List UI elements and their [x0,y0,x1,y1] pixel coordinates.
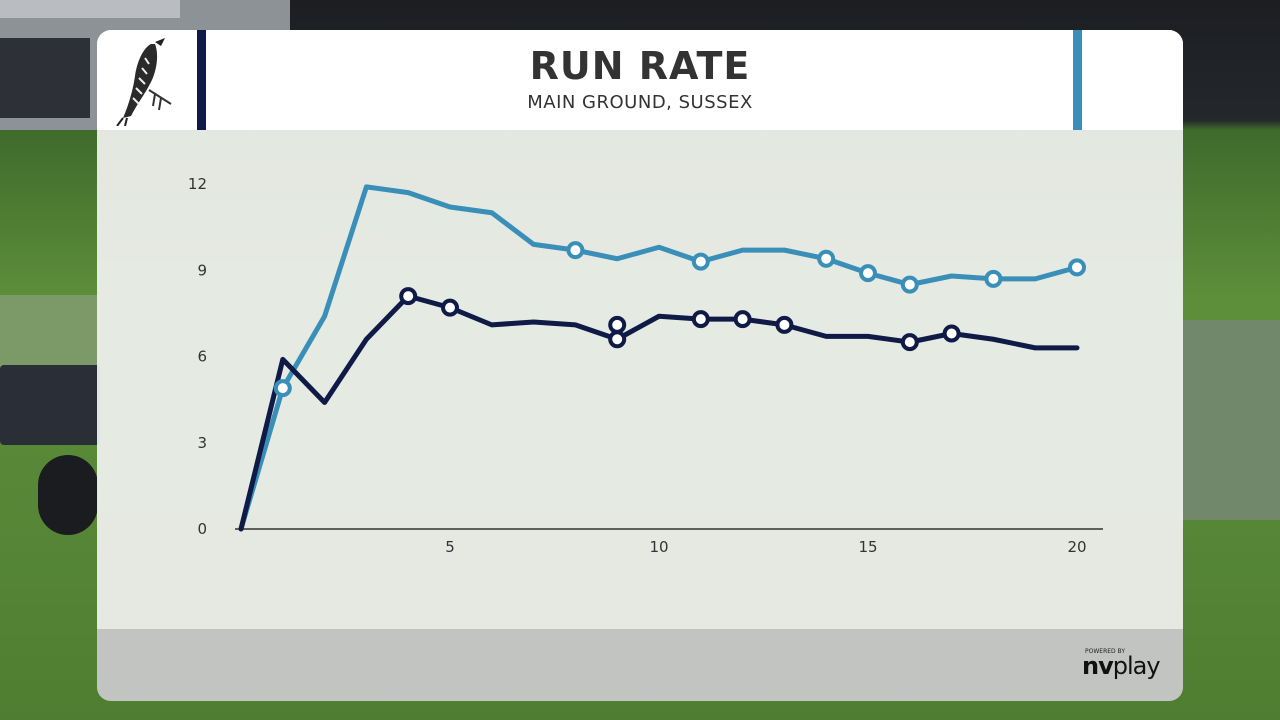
wicket-marker-series-1 [900,275,919,294]
wicket-marker-series-1 [691,252,710,271]
y-tick-label: 6 [197,348,207,366]
nvplay-logo: nvplay [1082,652,1161,680]
graphic-panel: RUN RATE MAIN GROUND, SUSSEX 0 3 6 9 12 5 10 15… [97,30,1183,701]
y-tick-label: 12 [188,175,207,193]
series-line-2 [238,293,1080,532]
background-stand-roof [0,0,180,18]
series-line-1 [238,184,1080,532]
header: RUN RATE MAIN GROUND, SUSSEX [97,30,1183,130]
wicket-marker-series-1 [859,264,877,283]
wicket-marker-series-2 [441,298,459,317]
wicket-marker-series-2 [733,310,752,329]
x-tick-label: 5 [445,538,455,556]
nvplay-logo-nv: nv [1082,652,1114,680]
nvplay-logo-play: play [1112,652,1161,680]
wicket-marker-series-2 [775,315,794,334]
wicket-marker-series-2 [942,324,961,343]
background-pitch-right [1180,320,1280,520]
wicket-marker-series-2 [900,333,919,352]
y-tick-label: 3 [197,434,207,452]
wicket-marker-series-1 [984,269,1003,288]
background-pitch-cover [0,295,100,375]
wicket-marker-series-1 [1068,258,1086,277]
wicket-marker-series-1 [566,241,585,260]
x-tick-label: 10 [649,538,668,556]
wicket-marker-series-2 [691,310,710,329]
y-tick-label: 9 [197,261,207,279]
chart-title: RUN RATE [529,44,751,88]
wicket-marker-series-2 [608,330,627,349]
run-rate-chart: 0 3 6 9 12 5 10 15 20 [188,175,1103,556]
chart-subtitle: MAIN GROUND, SUSSEX [527,92,753,113]
bird-icon [116,38,172,126]
wicket-marker-series-1 [273,379,292,398]
background-cart-wheel [38,455,98,535]
background-machine [0,38,90,118]
wicket-marker-series-1 [817,249,836,268]
wicket-marker-series-2 [608,315,627,334]
footer [97,629,1183,701]
wicket-marker-series-2 [399,287,418,306]
accent-bar-right [1073,30,1082,130]
powered-by-label: POWERED BY [1085,648,1126,655]
accent-bar-left [197,30,206,130]
background-cart [0,365,100,445]
x-tick-label: 15 [858,538,877,556]
x-tick-label: 20 [1067,538,1086,556]
y-tick-label: 0 [197,520,207,538]
